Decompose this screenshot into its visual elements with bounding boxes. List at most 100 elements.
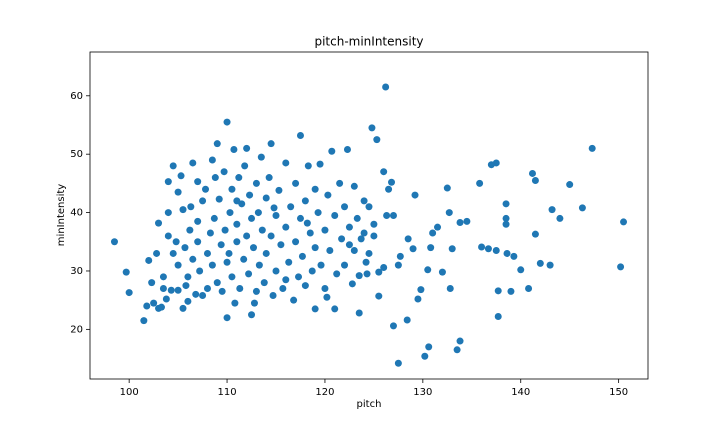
point xyxy=(287,203,295,211)
point xyxy=(225,249,233,257)
point xyxy=(321,226,329,234)
point xyxy=(445,209,453,217)
point xyxy=(345,241,353,249)
x-tick-label: 110 xyxy=(218,387,237,398)
point xyxy=(345,223,353,231)
point xyxy=(267,232,275,240)
point xyxy=(328,147,336,155)
point xyxy=(189,159,197,167)
point xyxy=(414,295,422,303)
point xyxy=(125,289,133,297)
point xyxy=(409,245,417,253)
point xyxy=(282,159,290,167)
point xyxy=(262,194,270,202)
point xyxy=(202,185,210,193)
point xyxy=(301,197,309,205)
point xyxy=(365,203,373,211)
point xyxy=(317,261,325,269)
point xyxy=(528,169,536,177)
point xyxy=(357,235,365,243)
y-tick-label: 60 xyxy=(70,91,83,102)
point xyxy=(424,266,432,274)
point xyxy=(487,161,495,169)
point xyxy=(194,178,202,186)
point xyxy=(265,174,273,182)
point xyxy=(174,261,182,269)
point xyxy=(296,214,304,222)
chart-title: pitch-minIntensity xyxy=(314,35,423,49)
point xyxy=(370,232,378,240)
point xyxy=(411,191,419,199)
point xyxy=(167,286,175,294)
point xyxy=(316,160,324,168)
point xyxy=(157,303,165,311)
point xyxy=(296,132,304,140)
point xyxy=(252,287,260,295)
point xyxy=(243,144,251,152)
point xyxy=(502,220,510,228)
point xyxy=(199,291,207,299)
point xyxy=(150,299,158,307)
point xyxy=(187,203,195,211)
point xyxy=(220,168,228,176)
point xyxy=(355,272,363,280)
point xyxy=(380,263,388,271)
point xyxy=(243,232,251,240)
point xyxy=(215,195,223,203)
point xyxy=(507,287,515,295)
point xyxy=(311,185,319,193)
point xyxy=(348,280,356,288)
point xyxy=(159,284,167,292)
point xyxy=(122,268,130,276)
point xyxy=(282,223,290,231)
point xyxy=(292,179,300,187)
point xyxy=(566,181,574,189)
point xyxy=(434,223,442,231)
point xyxy=(350,182,358,190)
point xyxy=(208,261,216,269)
point xyxy=(262,249,270,257)
point xyxy=(182,282,190,290)
point xyxy=(240,255,248,263)
point xyxy=(517,266,525,274)
point xyxy=(478,243,486,251)
axes-frame xyxy=(89,51,649,380)
point xyxy=(368,124,376,132)
point xyxy=(189,255,197,263)
point xyxy=(404,235,412,243)
point xyxy=(295,273,303,281)
point xyxy=(254,209,262,217)
y-tick-label: 30 xyxy=(70,266,83,277)
point xyxy=(389,212,397,219)
point xyxy=(226,209,234,217)
point xyxy=(303,219,311,227)
point xyxy=(306,229,314,237)
point xyxy=(174,286,182,294)
point xyxy=(257,153,265,161)
point xyxy=(531,176,539,184)
point xyxy=(164,178,172,186)
point xyxy=(556,214,564,222)
point xyxy=(223,258,231,266)
point xyxy=(164,232,172,240)
x-tick-label: 130 xyxy=(413,387,432,398)
point xyxy=(245,270,253,278)
point xyxy=(277,241,285,249)
point xyxy=(228,185,236,193)
point xyxy=(370,220,378,228)
point xyxy=(385,185,393,193)
point xyxy=(272,212,280,219)
point xyxy=(110,238,118,246)
point xyxy=(211,174,219,182)
point xyxy=(443,184,451,192)
point xyxy=(588,144,596,152)
point xyxy=(290,296,298,304)
point xyxy=(181,244,189,252)
point xyxy=(252,179,260,187)
point xyxy=(617,263,625,271)
point xyxy=(162,295,170,303)
point xyxy=(308,267,316,275)
point xyxy=(353,214,361,222)
point xyxy=(324,191,332,199)
point xyxy=(231,299,239,307)
